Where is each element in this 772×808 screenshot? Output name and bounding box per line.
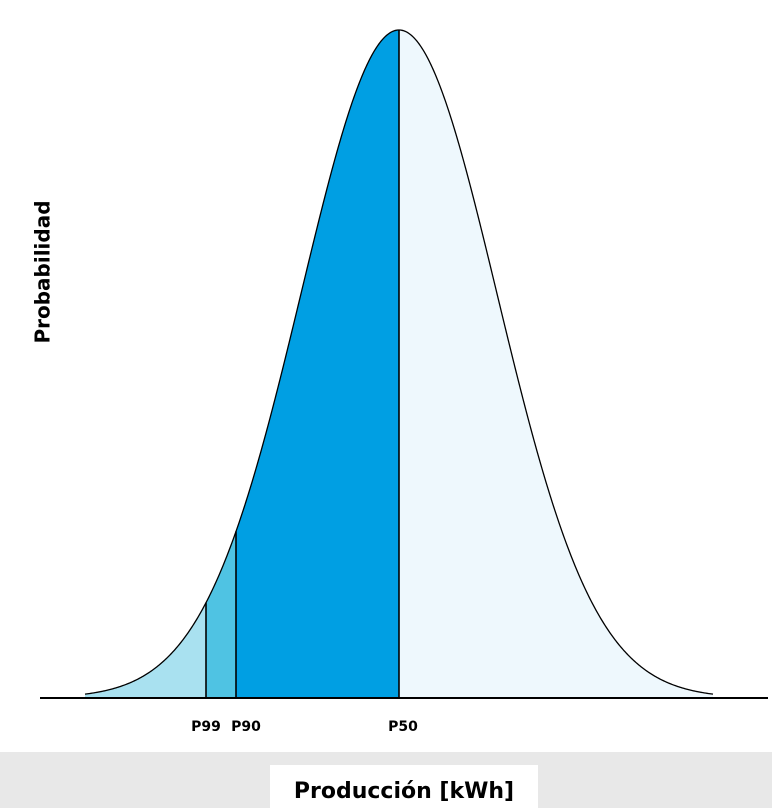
area (206, 531, 236, 698)
marker-label: P50 (388, 719, 418, 735)
marker-label: P99 (191, 719, 221, 735)
area (85, 602, 206, 698)
area (236, 30, 399, 698)
x-axis-label: Producción [kWh] (294, 779, 514, 804)
y-axis-label: Probabilidad (31, 200, 55, 343)
distribution-areas (84, 29, 714, 698)
marker-label: P90 (231, 719, 261, 735)
label-box (270, 765, 538, 808)
area (399, 30, 713, 698)
